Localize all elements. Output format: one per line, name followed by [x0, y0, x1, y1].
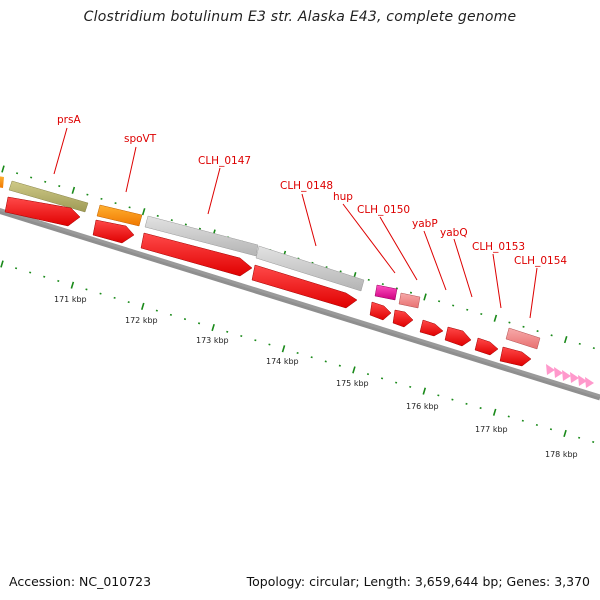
- scale-label-173: 173 kbp: [196, 336, 229, 345]
- major-tick: [1, 165, 5, 173]
- gene-label-prsA: prsA: [57, 114, 81, 126]
- pink-arrow: [546, 364, 555, 375]
- gene-label-yabP: yabP: [412, 218, 438, 230]
- leader-CLH_0153: [492, 253, 502, 309]
- gene-label-CLH_0148: CLH_0148: [280, 180, 333, 192]
- leader-yabQ: [453, 238, 473, 298]
- feature-CLH_0150-box: [398, 292, 421, 309]
- major-tick: [281, 345, 286, 353]
- feature-orange-partial: [0, 176, 4, 188]
- scale-label-177: 177 kbp: [475, 425, 508, 434]
- leader-prsA: [53, 127, 68, 175]
- leader-CLH_0147: [207, 167, 221, 215]
- feature-CLH_0147-box: [144, 215, 259, 257]
- major-tick: [71, 186, 76, 194]
- gene-label-hup: hup: [333, 191, 353, 203]
- major-tick: [423, 293, 427, 301]
- feature-CLH_0150-arrow: [392, 309, 414, 328]
- major-tick: [563, 336, 568, 344]
- leader-CLH_0154: [529, 267, 538, 319]
- major-tick: [563, 429, 567, 438]
- feature-hup-box: [374, 284, 398, 301]
- major-tick: [352, 366, 356, 374]
- feature-hup-arrow: [369, 301, 392, 321]
- topology-summary-text: Topology: circular; Length: 3,659,644 bp…: [246, 574, 590, 589]
- feature-row-upper: [0, 176, 541, 350]
- label-leaders: [53, 127, 538, 319]
- leader-CLH_0148: [301, 193, 317, 247]
- feature-yabQ-arrow: [444, 326, 472, 347]
- major-tick: [492, 408, 497, 416]
- scale-track: [0, 260, 595, 443]
- feature-CLH_0148-box: [255, 245, 365, 292]
- leader-spoVT: [125, 146, 137, 193]
- scale-label-178: 178 kbp: [545, 450, 578, 459]
- gene-labels: prsA spoVT CLH_0147 CLH_0148 hup CLH_015…: [57, 114, 567, 267]
- backbone-shadow: [0, 208, 600, 401]
- major-tick: [422, 387, 427, 395]
- pink-arrow: [585, 377, 594, 388]
- upper-tick-track: [1, 165, 595, 350]
- pink-arrow: [562, 370, 571, 381]
- feature-CLH_0148-arrow: [251, 264, 358, 309]
- major-tick: [70, 281, 75, 289]
- gene-label-CLH_0153: CLH_0153: [472, 241, 525, 253]
- feature-prsA-arrow: [4, 196, 81, 227]
- gene-label-spoVT: spoVT: [124, 133, 157, 145]
- feature-spoVT-box: [96, 204, 143, 227]
- scale-label-174: 174 kbp: [266, 357, 299, 366]
- gene-label-CLH_0154: CLH_0154: [514, 255, 567, 267]
- feature-CLH_0147-arrow: [140, 232, 253, 277]
- major-tick: [141, 208, 146, 216]
- pink-arrow: [578, 375, 587, 386]
- major-tick: [140, 302, 145, 310]
- scale-labels: 171 kbp 172 kbp 173 kbp 174 kbp 175 kbp …: [54, 295, 578, 459]
- major-tick: [493, 314, 498, 322]
- leader-hup: [342, 203, 396, 274]
- gene-label-yabQ: yabQ: [440, 227, 468, 239]
- map-title: Clostridium botulinum E3 str. Alaska E43…: [83, 9, 517, 25]
- backbone: [0, 207, 600, 398]
- leader-yabP: [423, 230, 447, 291]
- accession-text: Accession: NC_010723: [9, 574, 152, 589]
- feature-CLH_0153-arrow: [474, 337, 499, 356]
- scale-label-171: 171 kbp: [54, 295, 87, 304]
- scale-label-176: 176 kbp: [406, 402, 439, 411]
- feature-CLH_0154-box: [505, 327, 541, 350]
- pink-arrow: [554, 367, 563, 378]
- feature-prsA-box: [8, 180, 89, 213]
- feature-yabP-arrow: [419, 319, 444, 337]
- feature-CLH_0154-arrow: [499, 346, 532, 367]
- gene-label-CLH_0147: CLH_0147: [198, 155, 251, 167]
- major-tick: [211, 323, 215, 332]
- scale-label-175: 175 kbp: [336, 379, 369, 388]
- pink-arrow: [570, 372, 579, 383]
- major-tick: [0, 260, 4, 268]
- pink-arrow-cluster: [546, 364, 594, 388]
- scale-label-172: 172 kbp: [125, 316, 158, 325]
- leader-CLH_0150: [379, 216, 418, 281]
- feature-row-lower: [4, 196, 532, 367]
- feature-spoVT-arrow: [92, 219, 135, 244]
- gene-label-CLH_0150: CLH_0150: [357, 204, 410, 216]
